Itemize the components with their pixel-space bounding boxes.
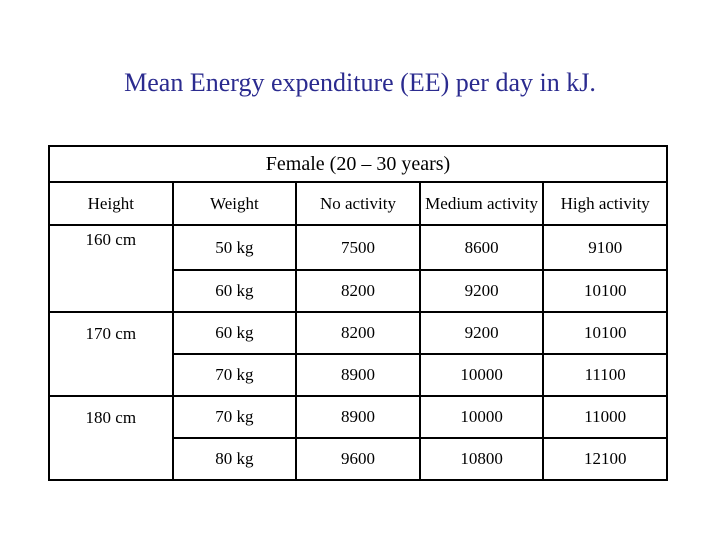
cell-no-activity: 8900 <box>295 396 420 439</box>
cell-weight: 60 kg <box>171 270 297 313</box>
cell-no-activity: 9600 <box>295 438 420 481</box>
cell-height: 160 cm <box>48 225 173 270</box>
cell-no-activity: 8900 <box>295 354 420 397</box>
cell-no-activity: 7500 <box>295 225 420 271</box>
cell-weight: 60 kg <box>171 312 297 355</box>
header-high-activity: High activity <box>542 182 668 226</box>
energy-table: Female (20 – 30 years) Height Weight No … <box>48 145 668 481</box>
table-row: 160 cm 50 kg 7500 8600 9100 <box>48 225 668 271</box>
cell-height <box>48 438 173 481</box>
cell-high-activity: 11100 <box>542 354 668 397</box>
cell-height <box>48 270 173 313</box>
table-row: 80 kg 9600 10800 12100 <box>48 438 668 481</box>
cell-weight: 70 kg <box>171 354 297 397</box>
cell-medium-activity: 9200 <box>418 312 544 355</box>
cell-high-activity: 9100 <box>542 225 668 271</box>
cell-medium-activity: 10800 <box>418 438 544 481</box>
cell-no-activity: 8200 <box>295 312 420 355</box>
cell-no-activity: 8200 <box>295 270 420 313</box>
cell-medium-activity: 9200 <box>418 270 544 313</box>
cell-weight: 70 kg <box>171 396 297 439</box>
table-row: 180 cm 70 kg 8900 10000 11000 <box>48 396 668 439</box>
energy-table-container: Female (20 – 30 years) Height Weight No … <box>48 145 668 481</box>
table-header-row: Height Weight No activity Medium activit… <box>48 182 668 226</box>
table-row: 60 kg 8200 9200 10100 <box>48 270 668 313</box>
cell-high-activity: 10100 <box>542 270 668 313</box>
cell-medium-activity: 8600 <box>418 225 544 271</box>
cell-weight: 50 kg <box>171 225 297 271</box>
header-weight: Weight <box>171 182 297 226</box>
table-caption: Female (20 – 30 years) <box>48 145 668 183</box>
cell-height: 170 cm <box>48 312 173 354</box>
cell-high-activity: 10100 <box>542 312 668 355</box>
page-title: Mean Energy expenditure (EE) per day in … <box>124 68 596 97</box>
cell-height <box>48 354 173 397</box>
cell-height: 180 cm <box>48 396 173 438</box>
table-row: 170 cm 60 kg 8200 9200 10100 <box>48 312 668 355</box>
cell-high-activity: 11000 <box>542 396 668 439</box>
cell-weight: 80 kg <box>171 438 297 481</box>
header-height: Height <box>48 182 173 226</box>
header-no-activity: No activity <box>295 182 420 226</box>
cell-medium-activity: 10000 <box>418 396 544 439</box>
cell-medium-activity: 10000 <box>418 354 544 397</box>
cell-high-activity: 12100 <box>542 438 668 481</box>
header-medium-activity: Medium activity <box>418 182 544 226</box>
table-row: 70 kg 8900 10000 11100 <box>48 354 668 397</box>
